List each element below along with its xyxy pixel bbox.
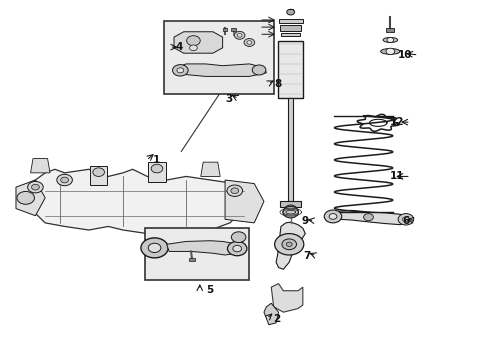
- Polygon shape: [16, 180, 45, 216]
- Circle shape: [386, 37, 393, 42]
- Text: 6: 6: [401, 216, 408, 226]
- Polygon shape: [176, 64, 266, 76]
- Polygon shape: [30, 158, 50, 173]
- Circle shape: [244, 39, 254, 46]
- Circle shape: [141, 238, 168, 258]
- Bar: [90, 166, 107, 185]
- Circle shape: [57, 174, 72, 186]
- Circle shape: [172, 64, 188, 76]
- Circle shape: [186, 36, 200, 46]
- Polygon shape: [271, 284, 302, 312]
- Bar: [386, 28, 393, 32]
- Circle shape: [283, 206, 298, 218]
- Bar: [278, 41, 303, 98]
- Polygon shape: [224, 180, 264, 223]
- Circle shape: [286, 9, 294, 15]
- Circle shape: [246, 41, 251, 44]
- Circle shape: [324, 210, 341, 223]
- Polygon shape: [264, 303, 278, 325]
- Bar: [231, 28, 236, 31]
- Circle shape: [237, 33, 242, 37]
- Circle shape: [385, 48, 394, 55]
- Circle shape: [285, 205, 296, 213]
- Text: 7: 7: [302, 251, 309, 261]
- Text: 9: 9: [301, 216, 307, 226]
- Polygon shape: [201, 162, 220, 176]
- Circle shape: [61, 177, 68, 183]
- Text: 4: 4: [176, 42, 183, 52]
- Bar: [144, 228, 249, 280]
- Circle shape: [227, 242, 246, 256]
- Circle shape: [252, 65, 265, 75]
- Circle shape: [402, 217, 408, 222]
- Circle shape: [397, 213, 413, 225]
- Polygon shape: [276, 222, 305, 269]
- Circle shape: [274, 234, 303, 255]
- Text: 11: 11: [389, 171, 404, 181]
- Polygon shape: [166, 241, 239, 255]
- Circle shape: [177, 68, 183, 73]
- Bar: [278, 18, 302, 23]
- Text: 8: 8: [274, 78, 281, 89]
- Circle shape: [93, 168, 104, 176]
- Bar: [189, 258, 195, 261]
- Circle shape: [234, 31, 244, 39]
- Circle shape: [31, 184, 39, 190]
- Circle shape: [17, 192, 34, 204]
- Polygon shape: [329, 210, 409, 225]
- Circle shape: [282, 239, 296, 249]
- Ellipse shape: [380, 49, 399, 54]
- Polygon shape: [174, 32, 222, 53]
- Text: 3: 3: [224, 94, 232, 104]
- Bar: [287, 98, 292, 202]
- Circle shape: [363, 213, 372, 221]
- Bar: [222, 28, 227, 31]
- Text: 10: 10: [397, 50, 411, 60]
- Bar: [280, 24, 301, 31]
- Polygon shape: [21, 169, 249, 237]
- Circle shape: [230, 188, 238, 194]
- Text: 5: 5: [205, 285, 213, 295]
- Text: 1: 1: [152, 156, 160, 165]
- Circle shape: [148, 243, 161, 252]
- Bar: [164, 21, 273, 94]
- Bar: [280, 202, 301, 207]
- Circle shape: [231, 232, 245, 243]
- Bar: [148, 162, 165, 182]
- Circle shape: [286, 242, 291, 247]
- Text: 12: 12: [389, 117, 404, 127]
- Text: 2: 2: [273, 314, 280, 324]
- Circle shape: [189, 45, 197, 51]
- Circle shape: [151, 164, 163, 173]
- Ellipse shape: [382, 37, 397, 42]
- Circle shape: [232, 246, 241, 252]
- Bar: [281, 33, 300, 36]
- Circle shape: [226, 185, 242, 197]
- Circle shape: [28, 181, 43, 193]
- Circle shape: [328, 213, 336, 219]
